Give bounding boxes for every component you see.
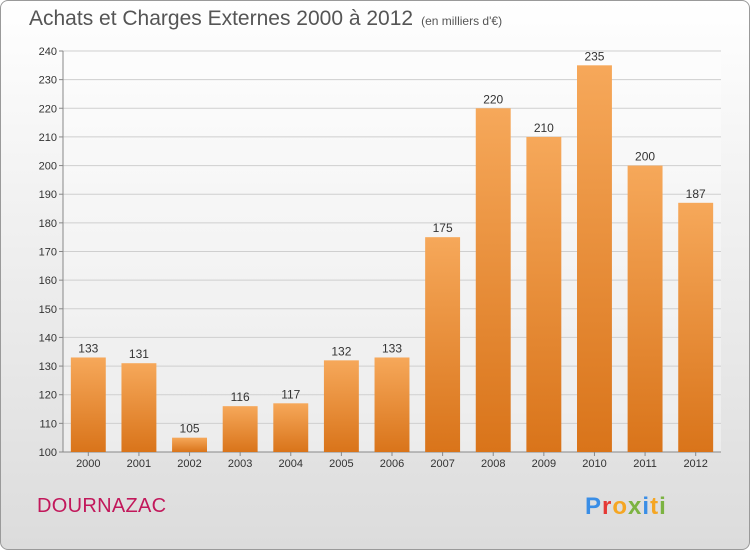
bar — [70, 357, 106, 452]
data-label: 235 — [584, 49, 604, 63]
x-tick-label: 2006 — [380, 458, 404, 470]
x-tick-label: 2011 — [633, 458, 657, 470]
data-label: 132 — [331, 344, 351, 358]
location-label: DOURNAZAC — [37, 495, 167, 517]
y-tick-label: 190 — [39, 189, 57, 201]
x-tick-label: 2009 — [532, 458, 556, 470]
x-tick-label: 2007 — [430, 458, 454, 470]
chart-subtitle: (en milliers d'€) — [421, 14, 503, 28]
brand-letter: r — [602, 493, 613, 520]
data-label: 187 — [686, 187, 706, 201]
bars — [70, 65, 714, 453]
brand-letter: P — [585, 493, 603, 520]
x-tick-label: 2001 — [127, 458, 151, 470]
x-axis-ticks: 2000 2001 2002 2003 2004 2005 2006 2007 2008 2009… — [76, 452, 708, 470]
data-label: 117 — [281, 387, 300, 401]
bar — [627, 165, 663, 453]
data-label: 210 — [534, 121, 554, 135]
y-tick-label: 210 — [39, 132, 57, 144]
brand-letter: x — [628, 493, 643, 520]
x-tick-label: 2004 — [279, 458, 303, 470]
x-tick-label: 2002 — [177, 458, 201, 470]
y-tick-label: 160 — [39, 275, 57, 287]
y-tick-label: 100 — [39, 447, 57, 459]
bar — [273, 403, 309, 452]
y-tick-label: 240 — [39, 46, 57, 58]
bar — [526, 136, 562, 452]
bar — [222, 406, 258, 452]
bar — [323, 360, 359, 452]
brand-letter: o — [612, 493, 629, 520]
y-tick-label: 150 — [39, 304, 57, 316]
data-label: 133 — [78, 341, 98, 355]
bar — [121, 363, 157, 452]
x-tick-label: 2000 — [76, 458, 100, 470]
data-label: 131 — [129, 347, 149, 361]
y-tick-label: 120 — [39, 390, 57, 402]
chart-title-text: Achats et Charges Externes 2000 à 2012 — [29, 7, 414, 30]
x-tick-label: 2003 — [228, 458, 252, 470]
data-label: 220 — [483, 92, 503, 106]
x-tick-label: 2010 — [582, 458, 606, 470]
bar — [576, 65, 612, 453]
data-label: 200 — [635, 150, 655, 164]
x-tick-label: 2012 — [683, 458, 707, 470]
y-tick-label: 220 — [39, 103, 57, 115]
x-tick-label: 2005 — [329, 458, 353, 470]
y-tick-label: 230 — [39, 75, 57, 87]
y-tick-label: 180 — [39, 218, 57, 230]
x-tick-label: 2008 — [481, 458, 505, 470]
brand-letter: i — [659, 493, 667, 520]
y-tick-label: 110 — [39, 418, 57, 430]
chart-title: Achats et Charges Externes 2000 à 2012 (e… — [29, 7, 502, 31]
y-tick-label: 170 — [39, 247, 57, 259]
bar — [425, 237, 461, 452]
data-label: 175 — [433, 221, 453, 235]
y-tick-label: 130 — [39, 361, 57, 373]
y-tick-label: 140 — [39, 332, 57, 344]
bar — [678, 202, 714, 452]
bar — [374, 357, 410, 452]
data-label: 116 — [231, 390, 250, 404]
y-tick-label: 200 — [39, 161, 57, 173]
brand-letter: t — [650, 493, 660, 520]
data-labels: 133 131 105 116 117 132 133 175 220 210 235 200 187 — [78, 49, 706, 435]
proxiti-logo[interactable]: Proxiti — [585, 493, 667, 521]
data-label: 105 — [180, 422, 200, 436]
bar — [475, 108, 511, 453]
bar — [172, 437, 208, 452]
brand-letter: i — [642, 493, 651, 520]
data-label: 133 — [382, 341, 402, 355]
